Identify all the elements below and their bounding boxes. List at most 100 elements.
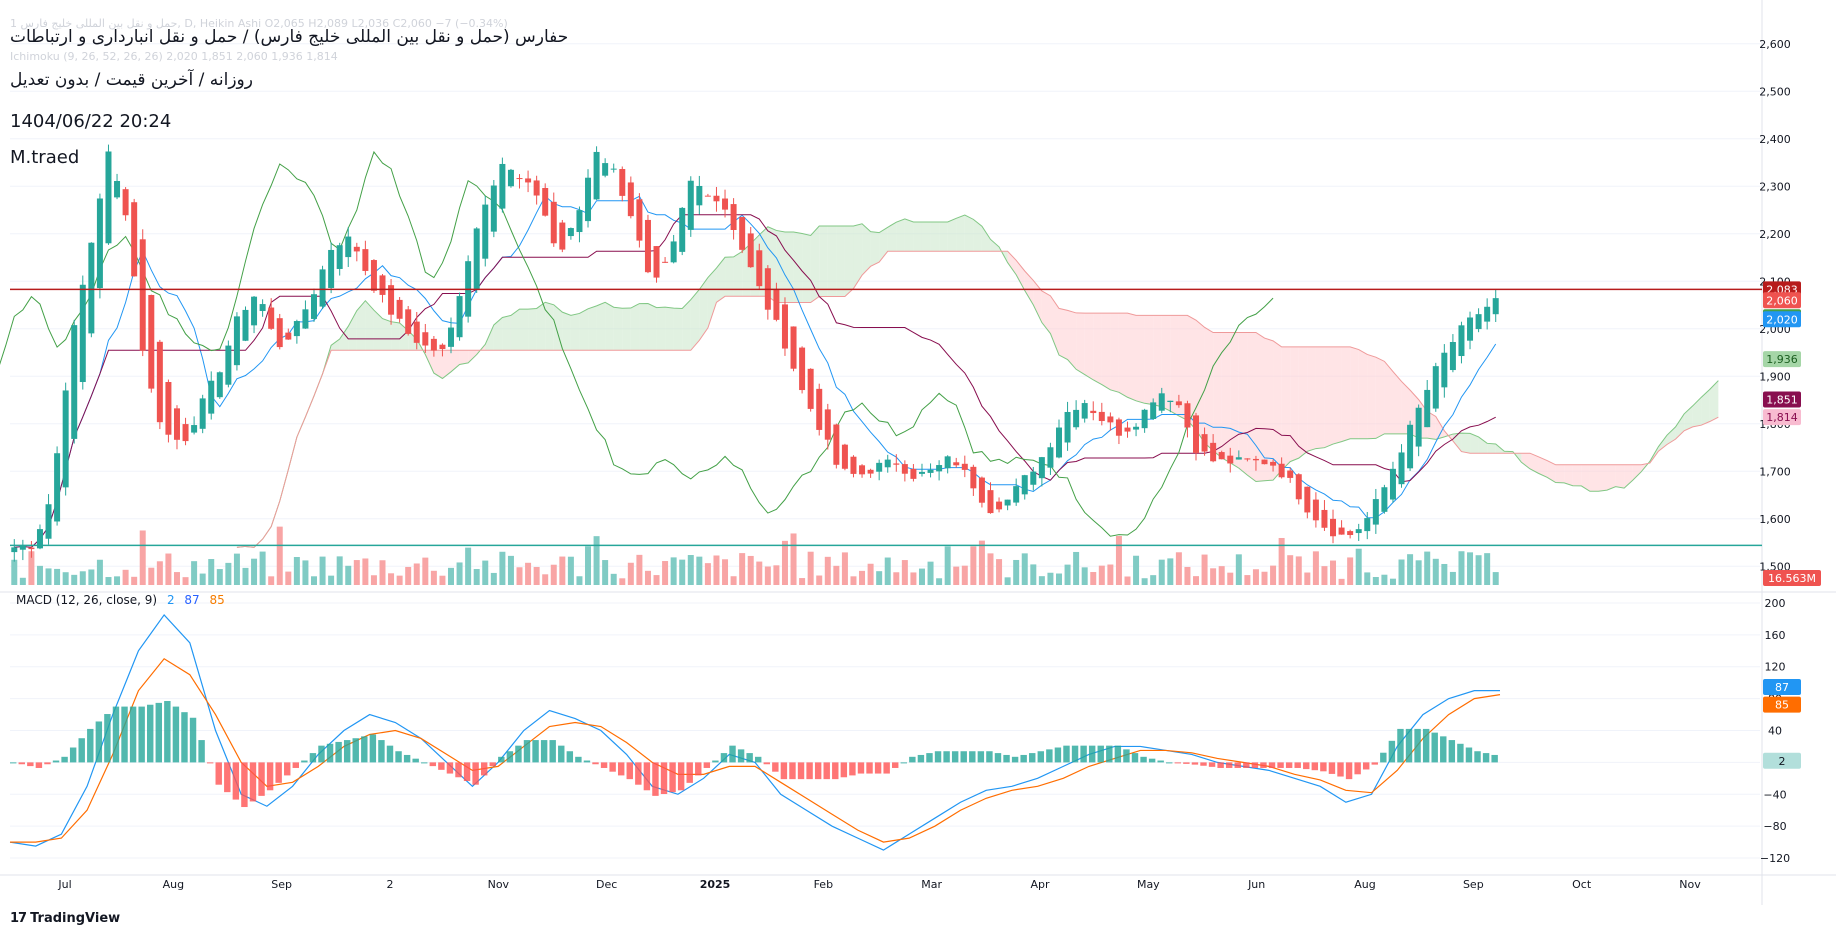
candle-body — [593, 151, 600, 200]
macd-histogram-bar — [1285, 762, 1293, 768]
candle-body — [1158, 393, 1165, 411]
macd-histogram-bar — [87, 728, 94, 763]
macd-histogram-bar — [823, 762, 830, 780]
macd-histogram-bar — [301, 760, 308, 763]
cloud-segment — [1264, 338, 1274, 481]
cloud-segment — [656, 307, 666, 351]
candle-body — [696, 185, 703, 206]
volume-bar — [182, 577, 189, 585]
volume-bar — [336, 556, 343, 585]
cloud-segment — [1598, 464, 1608, 492]
price-tick: 2,300 — [1759, 180, 1791, 193]
time-tick: Mar — [921, 878, 942, 891]
cloud-segment — [356, 300, 366, 351]
time-tick: May — [1137, 878, 1160, 891]
candle-body — [182, 424, 189, 442]
cloud-segment — [784, 232, 794, 303]
horizontal-levels[interactable] — [10, 288, 1762, 547]
macd-histogram-bar — [292, 762, 300, 768]
cloud-segment — [588, 305, 597, 351]
candle-body — [413, 321, 420, 343]
volume-bar — [936, 578, 943, 585]
price-tick: 2,400 — [1759, 133, 1791, 146]
price-axis[interactable]: 2,6002,5002,4002,3002,2002,1002,0001,900… — [1759, 38, 1791, 865]
macd-histogram-bar — [703, 762, 711, 768]
time-tick: Dec — [596, 878, 617, 891]
candle-body — [148, 295, 155, 389]
macd-histogram-bar — [104, 714, 111, 763]
candle-body — [585, 177, 592, 222]
cloud-segment — [1581, 464, 1590, 492]
candle-body — [867, 469, 874, 474]
candle-body — [79, 284, 86, 383]
cloud-segment — [1487, 443, 1496, 454]
volume-bar — [1193, 576, 1200, 585]
cloud-segment — [536, 302, 546, 351]
macd-histogram-bar — [335, 741, 342, 763]
time-axis[interactable]: Jul Aug Sep 2 Nov Dec 2025 Feb Mar Apr May Jun Aug Se… — [57, 878, 1701, 891]
volume-bar — [790, 533, 797, 585]
cloud-segment — [365, 300, 374, 351]
time-tick: Sep — [271, 878, 292, 891]
macd-histogram-bar — [241, 762, 248, 808]
macd-histogram-bar — [969, 751, 976, 763]
macd-histogram-bar — [1003, 754, 1010, 763]
candle-body — [781, 304, 788, 349]
volume-bar — [1004, 577, 1011, 585]
volume-bar — [1013, 559, 1020, 585]
volume-bar — [747, 555, 754, 585]
time-tick: Nov — [488, 878, 510, 891]
candle-body — [216, 372, 223, 398]
macd-histogram-bar — [994, 753, 1002, 763]
macd-histogram-bar — [44, 762, 51, 765]
volume-bar — [405, 566, 412, 585]
symbol-title: حفارس (حمل و نقل بین المللی خلیج فارس) /… — [10, 27, 569, 47]
candle-body — [525, 178, 532, 183]
candle-body — [1415, 407, 1422, 447]
macd-histogram-bar — [866, 762, 873, 774]
macd-histogram-bar — [121, 706, 128, 763]
volume-bar — [122, 569, 129, 585]
macd-histogram-bar — [438, 762, 445, 770]
candle-body — [884, 459, 891, 468]
macd-legend[interactable]: MACD (12, 26, close, 9) 2 87 85 — [16, 593, 225, 607]
cloud-segment — [639, 303, 648, 351]
cloud-segment — [1384, 361, 1393, 434]
cloud-segment — [810, 226, 820, 303]
macd-pane[interactable] — [9, 613, 1501, 851]
macd-histogram-bar — [549, 740, 556, 763]
macd-histogram-bar — [189, 717, 197, 763]
volume-bar — [11, 559, 18, 585]
candle-body — [1227, 455, 1234, 464]
cloud-segment — [665, 307, 674, 351]
candle-body — [302, 309, 309, 329]
signal-last-label-bg — [1763, 696, 1801, 713]
macd-histogram-bar — [1080, 745, 1087, 763]
volume-bar — [191, 561, 198, 585]
candle-body — [370, 260, 377, 291]
cloud-segment — [1118, 313, 1128, 398]
candle-body — [893, 463, 900, 465]
candle-body — [1441, 352, 1448, 388]
volume-bar — [131, 576, 138, 585]
candle-body — [1150, 402, 1157, 419]
cloud-segment — [1298, 346, 1308, 459]
volume-bar — [1210, 568, 1217, 585]
cloud-segment — [1101, 313, 1111, 390]
candle-body — [1115, 419, 1122, 436]
volume-bar — [1107, 564, 1114, 585]
macd-histogram-bar — [18, 762, 25, 765]
volume-bar — [233, 553, 240, 585]
macd-histogram-bar — [617, 762, 625, 776]
candle-body — [1133, 426, 1140, 430]
macd-histogram-bar — [258, 762, 265, 796]
candle-body — [1201, 434, 1208, 452]
macd-histogram-bar — [849, 762, 856, 776]
cloud-segment — [990, 239, 1000, 252]
candle-body — [1064, 411, 1071, 443]
cloud-segment — [1067, 310, 1077, 370]
tradingview-logo[interactable]: 17 TradingView — [10, 911, 120, 926]
candle-body — [636, 199, 643, 241]
cloud-segment — [1589, 464, 1599, 492]
